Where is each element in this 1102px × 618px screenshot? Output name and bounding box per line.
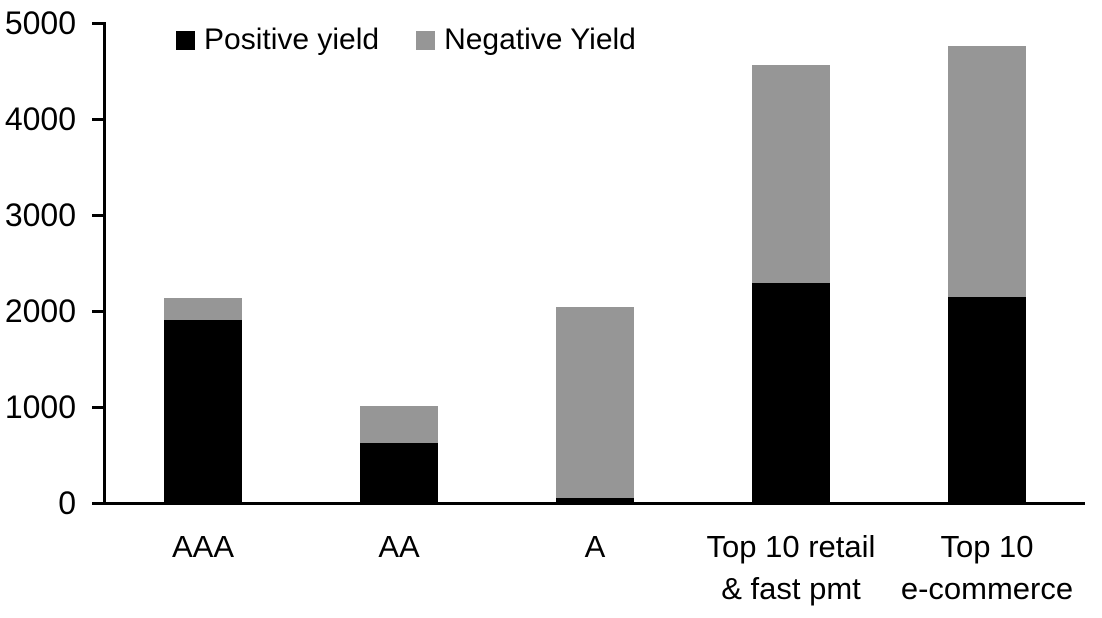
bar-segment-negative-1 xyxy=(360,406,438,444)
x-axis-category-label: Top 10 retail & fast pmt xyxy=(671,526,911,610)
y-axis-tick-label: 3000 xyxy=(4,197,76,233)
x-axis-category-label: A xyxy=(475,526,715,568)
y-axis-tick-mark xyxy=(92,22,104,25)
x-axis-category-label: AA xyxy=(279,526,519,568)
bar-segment-positive-4 xyxy=(948,296,1026,502)
x-axis-category-label-line: A xyxy=(584,529,606,564)
y-axis-tick-mark xyxy=(92,310,104,313)
x-axis-category-label-line: & fast pmt xyxy=(721,571,861,606)
positive-yield-swatch-icon xyxy=(176,30,195,50)
bar-segment-positive-1 xyxy=(360,443,438,502)
bar-segment-positive-2 xyxy=(556,498,634,502)
y-axis-tick-label: 5000 xyxy=(4,5,76,41)
x-axis-category-label-line: Top 10 retail xyxy=(706,529,876,564)
y-axis-line xyxy=(103,22,106,504)
y-axis-tick-mark xyxy=(92,406,104,409)
y-axis-tick-label: 2000 xyxy=(4,293,76,329)
x-axis-category-label-line: AA xyxy=(378,529,420,564)
chart-legend: Positive yield Negative Yield xyxy=(176,22,636,58)
y-axis-tick-label: 4000 xyxy=(4,101,76,137)
x-axis-category-label: Top 10 e-commerce xyxy=(867,526,1102,610)
bar-segment-negative-2 xyxy=(556,307,634,499)
legend-label-positive-yield: Positive yield xyxy=(204,23,380,56)
bar-segment-negative-4 xyxy=(948,46,1026,297)
x-axis-category-label-line: AAA xyxy=(171,529,235,564)
bar-segment-positive-0 xyxy=(164,319,242,502)
bar-segment-negative-0 xyxy=(164,298,242,320)
legend-item-positive-yield: Positive yield xyxy=(176,22,379,58)
x-axis-category-label: AAA xyxy=(83,526,323,568)
y-axis-tick-mark xyxy=(92,214,104,217)
bar-segment-negative-3 xyxy=(752,65,830,284)
legend-label-negative-yield: Negative Yield xyxy=(444,23,636,56)
y-axis-tick-mark xyxy=(92,118,104,121)
x-axis-category-label-line: Top 10 xyxy=(940,529,1034,564)
y-axis-tick-label: 1000 xyxy=(4,389,76,425)
bar-segment-positive-3 xyxy=(752,283,830,502)
legend-item-negative-yield: Negative Yield xyxy=(416,22,636,58)
negative-yield-swatch-icon xyxy=(416,30,436,50)
y-axis-tick-label: 0 xyxy=(58,485,76,521)
x-axis-line xyxy=(92,502,1085,505)
x-axis-category-label-line: e-commerce xyxy=(900,571,1074,606)
